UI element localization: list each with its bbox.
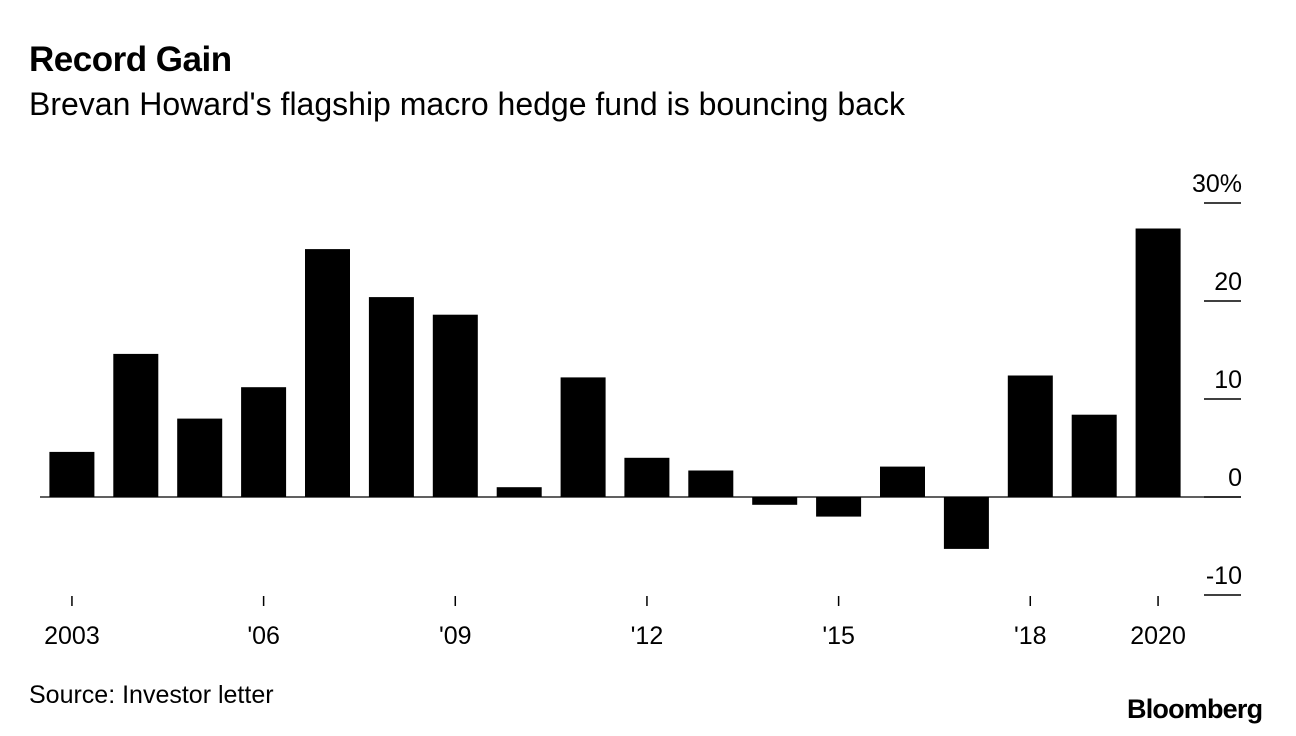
chart-title: Record Gain bbox=[29, 40, 232, 79]
bars-group bbox=[49, 228, 1181, 549]
bar-2018 bbox=[1007, 375, 1053, 497]
bar-2010 bbox=[496, 487, 542, 497]
y-tick-label-20: 20 bbox=[1214, 268, 1242, 296]
bar-2017 bbox=[943, 497, 989, 549]
y-tick-label-0: 0 bbox=[1228, 464, 1242, 492]
bar-2020 bbox=[1135, 228, 1181, 497]
bloomberg-logo: Bloomberg bbox=[1127, 694, 1263, 724]
x-tick-label-2012: '12 bbox=[631, 622, 664, 650]
y-tick-label--10: -10 bbox=[1206, 562, 1242, 590]
x-tick-label-2009: '09 bbox=[439, 622, 472, 650]
bar-2013 bbox=[688, 470, 734, 497]
x-tick-label-2006: '06 bbox=[247, 622, 280, 650]
bar-2016 bbox=[880, 466, 925, 497]
source-note: Source: Investor letter bbox=[29, 681, 274, 709]
y-tick-label-10: 10 bbox=[1214, 366, 1242, 394]
bar-2005 bbox=[177, 418, 223, 497]
bar-2019 bbox=[1071, 414, 1117, 497]
bar-2015 bbox=[816, 497, 862, 517]
x-tick-label-2018: '18 bbox=[1014, 622, 1047, 650]
x-tick-label-2020: 2020 bbox=[1130, 622, 1186, 650]
bar-2006 bbox=[241, 387, 287, 497]
bar-2004 bbox=[113, 353, 159, 497]
bar-2011 bbox=[560, 377, 606, 497]
x-axis: 2003 '06 '09 '12 '15 '18 2020 bbox=[44, 596, 1186, 650]
bar-2009 bbox=[432, 314, 478, 497]
chart-subtitle: Brevan Howard's flagship macro hedge fun… bbox=[29, 86, 905, 122]
x-tick-label-2015: '15 bbox=[822, 622, 855, 650]
bar-2007 bbox=[305, 249, 350, 497]
bar-2008 bbox=[368, 297, 414, 497]
bar-2012 bbox=[624, 457, 670, 497]
y-axis: 30% 20 10 0 -10 bbox=[1192, 170, 1242, 596]
bar-2014 bbox=[752, 497, 798, 505]
y-tick-label-30: 30% bbox=[1192, 170, 1242, 198]
bar-2003 bbox=[49, 451, 95, 497]
x-tick-label-2003: 2003 bbox=[44, 622, 100, 650]
